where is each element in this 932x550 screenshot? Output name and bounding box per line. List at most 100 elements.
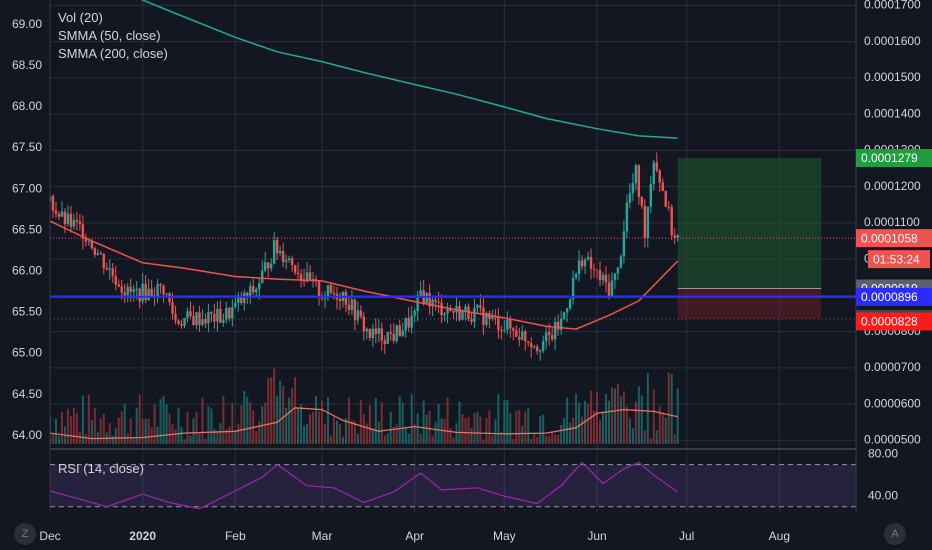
candle-body (210, 312, 213, 315)
candle-body (410, 315, 413, 328)
volume-bar (551, 432, 554, 444)
candle-body (527, 341, 530, 343)
candle-body (413, 310, 416, 316)
auto-scale-button[interactable]: A (884, 523, 906, 545)
volume-bar (195, 411, 198, 444)
candle-body (57, 213, 61, 217)
candle-body (598, 270, 602, 281)
volume-bar (234, 431, 237, 444)
candle-body (51, 196, 55, 211)
volume-bar (455, 423, 458, 444)
candle-body (589, 256, 593, 269)
candle-body (616, 267, 620, 274)
candle-body (586, 256, 590, 260)
candle-body (255, 289, 258, 293)
volume-bar (300, 404, 303, 444)
candle-body (470, 319, 473, 322)
volume-bar (619, 396, 622, 444)
candle-body (326, 285, 330, 297)
volume-bar (150, 427, 153, 444)
volume-bar (613, 388, 616, 444)
candle-body (595, 269, 599, 271)
candle-body (111, 268, 114, 276)
volume-bar (72, 407, 75, 444)
candle-body (395, 325, 398, 341)
volume-bar (458, 401, 461, 444)
legend-smma50[interactable]: SMMA (50, close) (58, 28, 161, 43)
volume-bar (593, 410, 596, 444)
candle-body (353, 299, 357, 321)
volume-bar (560, 424, 563, 444)
candle-body (437, 301, 440, 303)
candle-body (234, 302, 237, 307)
volume-bar (425, 414, 428, 444)
volume-bar (670, 373, 673, 444)
volume-bar (213, 428, 216, 444)
volume-bar (87, 394, 90, 444)
volume-bar (452, 437, 455, 444)
volume-bar (643, 430, 646, 444)
candle-body (240, 297, 243, 304)
volume-bar (604, 394, 607, 444)
volume-bar (548, 435, 551, 444)
volume-bar (108, 423, 111, 444)
volume-bar (401, 402, 404, 444)
volume-bar (54, 418, 57, 444)
candle-body (619, 256, 623, 268)
candle-body (192, 316, 195, 326)
x-axis-tick: Aug (769, 529, 790, 543)
price-label-text: 0.0001279 (861, 151, 918, 165)
volume-bar (93, 407, 96, 444)
candle-body (126, 286, 129, 296)
price-label-bg (856, 287, 932, 306)
volume-bar (321, 400, 324, 444)
timezone-button[interactable]: Z (14, 523, 36, 545)
candle-body (640, 197, 644, 206)
volume-bar (476, 412, 479, 444)
volume-bar (422, 400, 425, 444)
candle-body (592, 268, 596, 270)
candle-body (583, 259, 587, 267)
candle-body (102, 253, 106, 269)
candle-body (159, 284, 162, 286)
volume-bar (225, 429, 228, 444)
candle-body (530, 342, 533, 348)
candle-body (643, 205, 647, 239)
candle-body (544, 332, 548, 342)
price-label-bg (856, 312, 932, 331)
volume-bar (473, 412, 476, 444)
candle-body (264, 262, 267, 271)
volume-bar (634, 401, 637, 444)
volume-bar (135, 407, 138, 444)
legend-vol[interactable]: Vol (20) (58, 10, 103, 25)
candle-body (156, 284, 159, 298)
volume-bar (210, 408, 213, 444)
candle-body (518, 336, 521, 340)
candle-body (317, 280, 321, 297)
candle-body (293, 265, 297, 273)
volume-bar (443, 418, 446, 444)
volume-bar (153, 404, 156, 444)
candle-body (123, 292, 126, 296)
volume-bar (497, 394, 500, 444)
rsi-line (49, 461, 679, 510)
left-axis-tick: 68.50 (12, 58, 42, 72)
price-label-stop: 0.0000828 (856, 312, 932, 331)
volume-bar (557, 434, 560, 444)
volume-bar (407, 433, 410, 444)
volume-bar (380, 401, 383, 444)
rsi-axis-tick: 80.00 (868, 446, 898, 460)
candle-body (66, 213, 70, 225)
candle-body (237, 297, 240, 303)
volume-bar (294, 377, 297, 444)
volume-bar (114, 428, 117, 444)
volume-bar (341, 436, 344, 444)
volume-bar (410, 394, 413, 444)
volume-bar (96, 431, 99, 444)
legend-rsi[interactable]: RSI (14, close) (58, 461, 144, 476)
volume-bar (353, 421, 356, 444)
legend-smma200[interactable]: SMMA (200, close) (58, 46, 168, 61)
candle-body (332, 292, 336, 295)
volume-bar (138, 394, 141, 444)
